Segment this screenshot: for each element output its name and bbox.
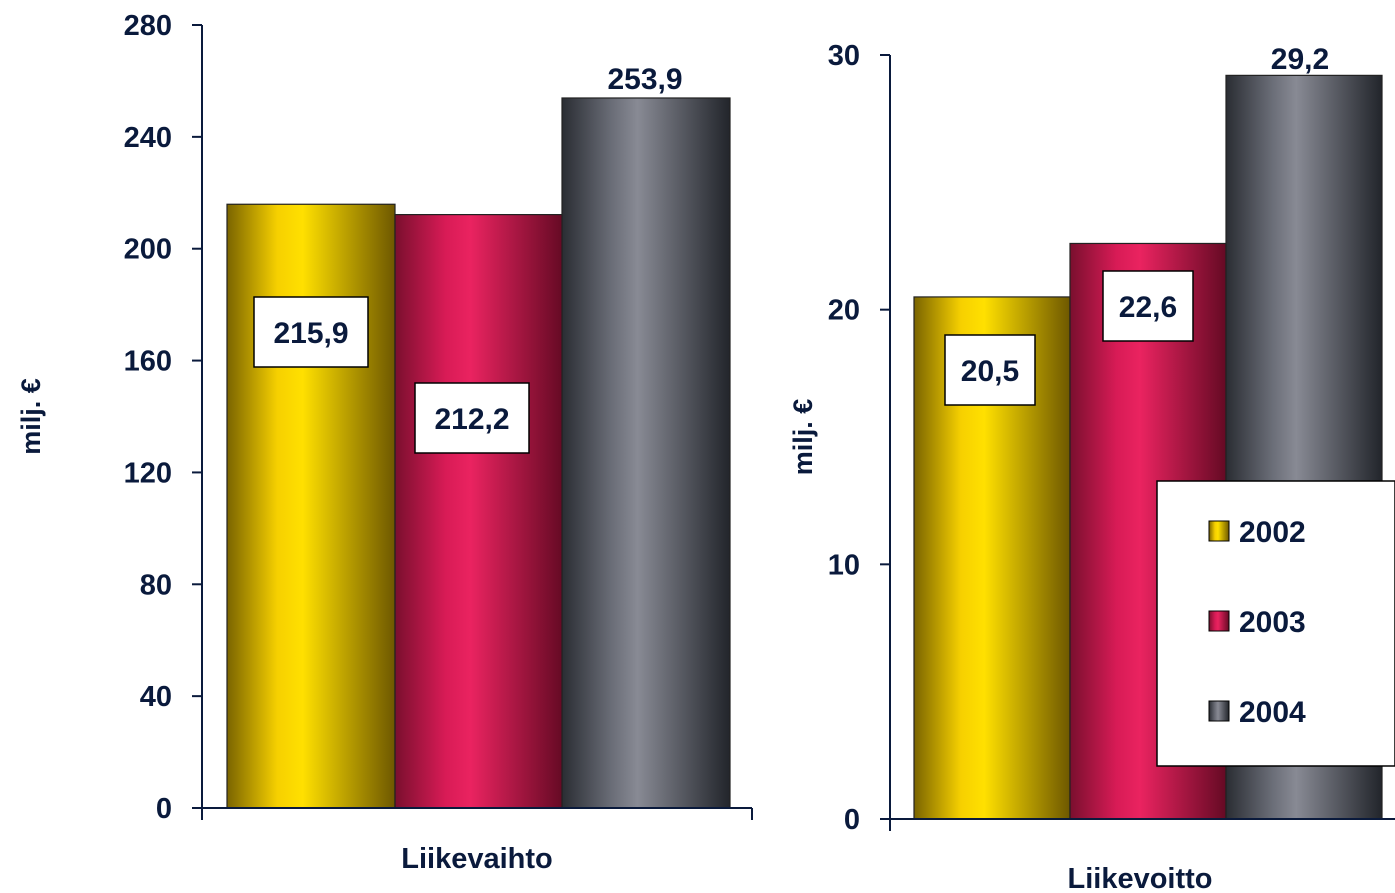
y-tick-label: 30 (828, 40, 860, 72)
y-tick-label: 10 (828, 549, 860, 581)
y-tick-label: 200 (124, 234, 172, 266)
data-label-2004: 29,2 (1271, 43, 1329, 76)
data-label-2002: 20,5 (961, 355, 1019, 388)
data-label-2002: 215,9 (273, 317, 348, 350)
legend-label-2003: 2003 (1239, 606, 1306, 639)
data-label-box (253, 296, 369, 368)
y-tick-label: 0 (156, 793, 172, 825)
y-tick-label: 160 (124, 346, 172, 378)
legend-swatch-2004 (1208, 700, 1230, 722)
y-tick-label: 120 (124, 457, 172, 489)
data-label-box (414, 382, 530, 454)
y-tick-label: 240 (124, 122, 172, 154)
y-axis-label: milj. € (16, 378, 46, 455)
bar-2003 (394, 213, 564, 809)
legend-label-2002: 2002 (1239, 516, 1306, 549)
revenue-chart: 0 40 80 120 160 200 240 280 milj. € Liikevaihto 21… (16, 10, 753, 875)
x-axis-label: Liikevaihto (401, 843, 553, 875)
data-label-box (1102, 270, 1194, 342)
y-tick-label: 80 (140, 569, 172, 601)
legend-box (1156, 480, 1395, 767)
x-axis-label: Liikevoitto (1067, 863, 1212, 893)
y-tick-label: 40 (140, 681, 172, 713)
legend-label-2004: 2004 (1239, 696, 1306, 729)
legend-swatch-2003 (1208, 610, 1230, 632)
legend: 2002 2003 2004 (1156, 480, 1395, 767)
bar-2002 (226, 203, 396, 809)
y-tick-label: 280 (124, 10, 172, 42)
data-label-2003: 22,6 (1119, 291, 1177, 324)
data-label-2003: 212,2 (434, 403, 509, 436)
data-label-2004: 253,9 (607, 63, 682, 96)
legend-swatch-2002 (1208, 520, 1230, 542)
y-tick-label: 20 (828, 295, 860, 327)
bar-2004 (561, 97, 731, 809)
y-axis-label: milj. € (788, 399, 818, 476)
y-tick-label: 0 (844, 804, 860, 836)
data-label-box (944, 334, 1036, 406)
